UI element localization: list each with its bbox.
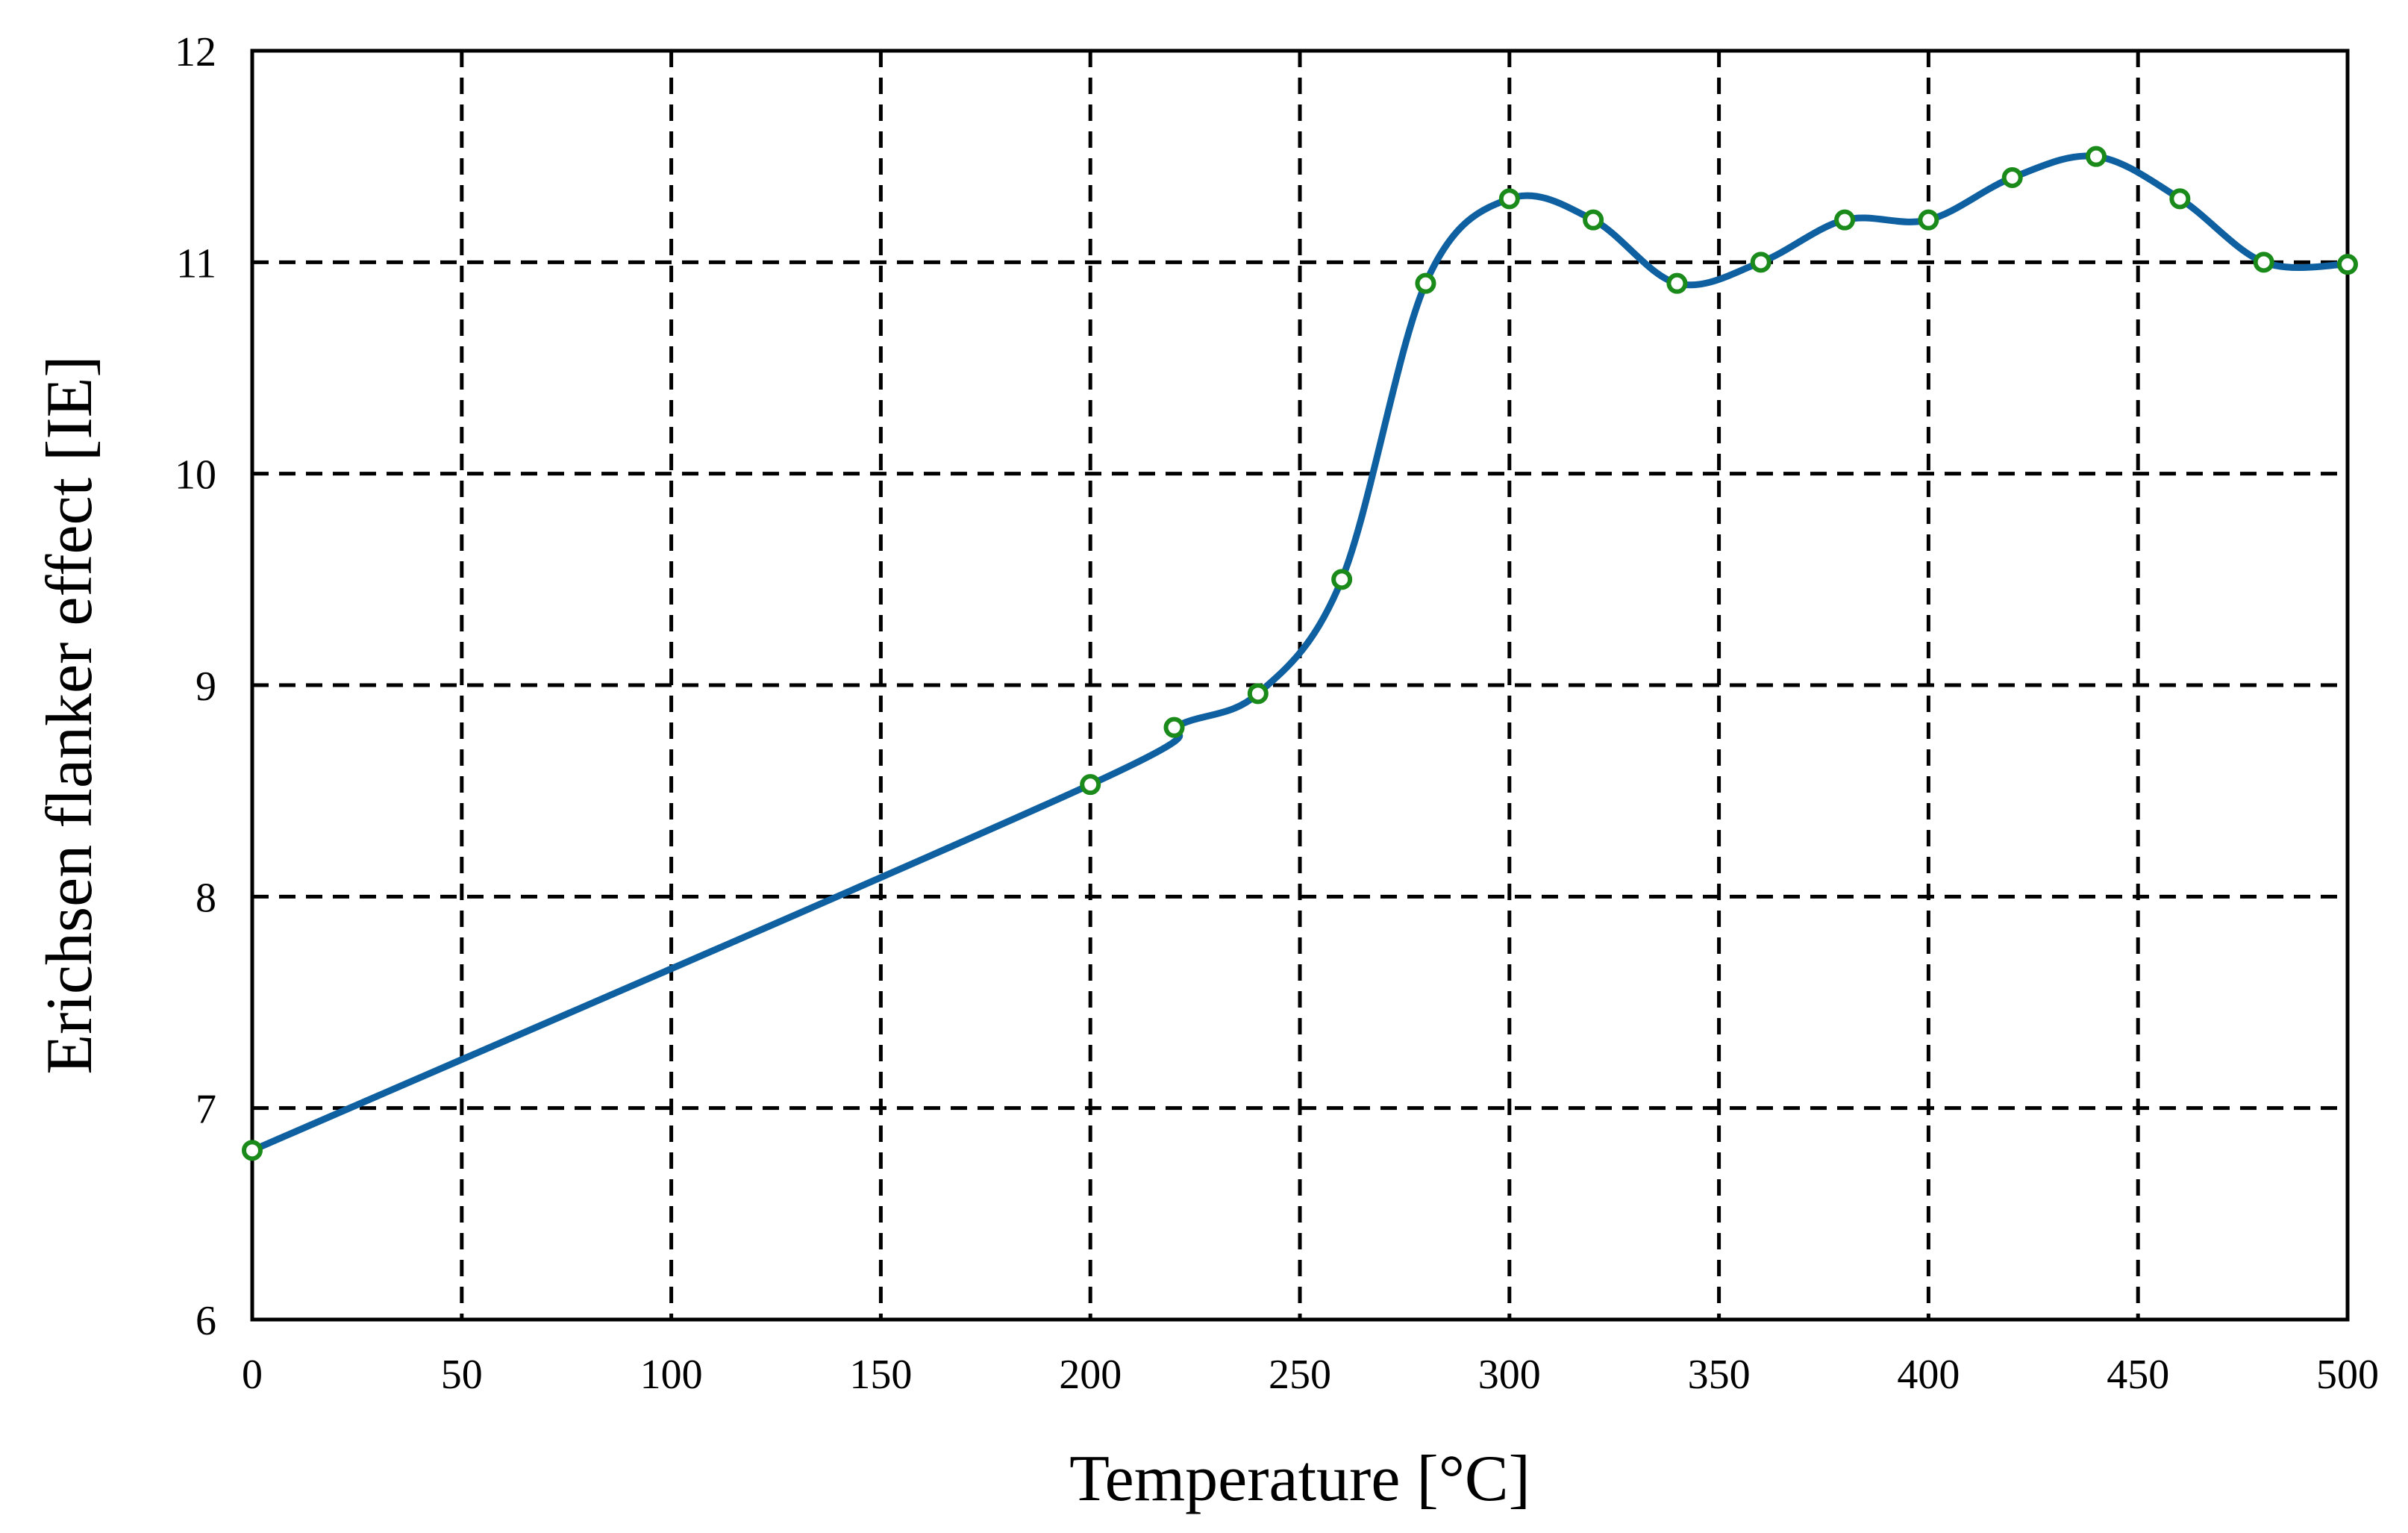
grid-lines [252, 51, 2348, 1320]
data-point-420 [2001, 167, 2023, 188]
x-tick-labels: 0 50 100 150 200 250 300 350 400 450 500 [242, 1352, 2379, 1398]
x-tick-label-200: 200 [1059, 1352, 1122, 1398]
x-tick-label-150: 150 [849, 1352, 912, 1398]
y-tick-label-7: 7 [196, 1087, 216, 1133]
data-point-460 [2169, 188, 2191, 210]
y-tick-label-10: 10 [175, 452, 216, 499]
x-tick-label-400: 400 [1897, 1352, 1960, 1398]
data-point-440 [2086, 146, 2107, 167]
data-point-340 [1666, 272, 1688, 294]
data-point-0 [242, 1140, 263, 1161]
x-tick-label-300: 300 [1478, 1352, 1541, 1398]
x-tick-label-0: 0 [242, 1352, 263, 1398]
data-point-300 [1498, 188, 1520, 210]
y-tick-label-12: 12 [175, 29, 216, 75]
y-tick-label-9: 9 [196, 664, 216, 710]
data-point-480 [2253, 252, 2274, 273]
data-point-500 [2337, 254, 2358, 275]
y-tick-labels: 6 7 8 9 10 11 12 [175, 29, 216, 1344]
y-axis-title: Erichsen flanker effect [IE] [34, 355, 106, 1074]
x-tick-label-50: 50 [441, 1352, 483, 1398]
x-tick-label-250: 250 [1269, 1352, 1331, 1398]
x-tick-label-450: 450 [2107, 1352, 2169, 1398]
data-point-280 [1415, 272, 1436, 294]
data-point-200 [1080, 774, 1101, 796]
data-point-220 [1163, 716, 1185, 738]
data-point-240 [1247, 683, 1269, 705]
x-tick-label-350: 350 [1688, 1352, 1751, 1398]
y-tick-label-8: 8 [196, 875, 216, 921]
x-axis-title: Temperature [°C] [1069, 1443, 1530, 1515]
data-point-260 [1331, 569, 1353, 590]
y-tick-label-6: 6 [196, 1298, 216, 1344]
data-point-380 [1834, 209, 1856, 231]
x-tick-label-500: 500 [2316, 1352, 2379, 1398]
data-point-360 [1750, 252, 1771, 273]
x-tick-label-100: 100 [640, 1352, 703, 1398]
data-point-320 [1583, 209, 1604, 231]
plot-area-frame [250, 49, 2350, 1322]
y-tick-label-11: 11 [176, 240, 216, 287]
data-series [242, 146, 2358, 1161]
data-point-400 [1918, 209, 1939, 231]
series-line-0 [248, 152, 2351, 1154]
